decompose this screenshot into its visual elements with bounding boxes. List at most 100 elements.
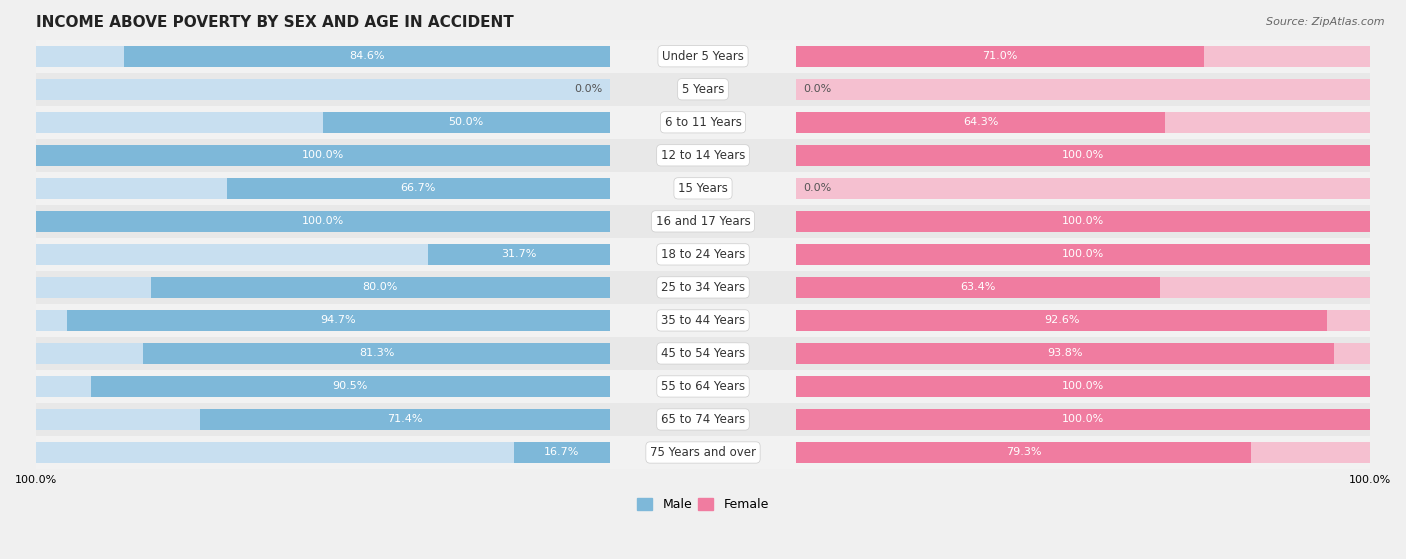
- Text: 100.0%: 100.0%: [1062, 249, 1104, 259]
- Bar: [796, 376, 1369, 397]
- Bar: [796, 310, 1327, 331]
- Text: 31.7%: 31.7%: [501, 249, 537, 259]
- Bar: [37, 436, 1369, 469]
- Text: 75 Years and over: 75 Years and over: [650, 446, 756, 459]
- Text: 5 Years: 5 Years: [682, 83, 724, 96]
- Bar: [37, 343, 610, 364]
- Bar: [796, 343, 1369, 364]
- Bar: [796, 277, 1369, 298]
- Bar: [796, 244, 1369, 265]
- Bar: [143, 343, 610, 364]
- Bar: [37, 370, 1369, 403]
- Text: 50.0%: 50.0%: [449, 117, 484, 127]
- Text: 18 to 24 Years: 18 to 24 Years: [661, 248, 745, 261]
- Bar: [37, 409, 610, 430]
- Text: 93.8%: 93.8%: [1047, 348, 1083, 358]
- Text: 71.0%: 71.0%: [983, 51, 1018, 61]
- Text: 100.0%: 100.0%: [1062, 150, 1104, 160]
- Bar: [796, 343, 1334, 364]
- Bar: [37, 376, 610, 397]
- Text: 65 to 74 Years: 65 to 74 Years: [661, 413, 745, 426]
- Bar: [37, 337, 1369, 370]
- Bar: [796, 442, 1251, 463]
- Text: 6 to 11 Years: 6 to 11 Years: [665, 116, 741, 129]
- Bar: [796, 45, 1369, 67]
- Text: 64.3%: 64.3%: [963, 117, 998, 127]
- Bar: [427, 244, 610, 265]
- Bar: [796, 310, 1369, 331]
- Bar: [796, 409, 1369, 430]
- Bar: [37, 244, 610, 265]
- Bar: [200, 409, 610, 430]
- Text: 15 Years: 15 Years: [678, 182, 728, 195]
- Text: 100.0%: 100.0%: [1062, 216, 1104, 226]
- Text: 100.0%: 100.0%: [302, 216, 344, 226]
- Text: 84.6%: 84.6%: [349, 51, 385, 61]
- Bar: [796, 409, 1369, 430]
- Legend: Male, Female: Male, Female: [633, 493, 773, 517]
- Text: 0.0%: 0.0%: [575, 84, 603, 94]
- Bar: [37, 145, 610, 166]
- Bar: [228, 178, 610, 199]
- Bar: [37, 139, 1369, 172]
- Bar: [796, 145, 1369, 166]
- Bar: [37, 403, 1369, 436]
- Bar: [37, 73, 1369, 106]
- Text: 100.0%: 100.0%: [1062, 414, 1104, 424]
- Bar: [37, 211, 610, 232]
- Bar: [37, 172, 1369, 205]
- Text: 100.0%: 100.0%: [1062, 381, 1104, 391]
- Bar: [37, 45, 610, 67]
- Bar: [513, 442, 610, 463]
- Bar: [796, 45, 1204, 67]
- Text: 79.3%: 79.3%: [1007, 448, 1042, 457]
- Text: 16.7%: 16.7%: [544, 448, 579, 457]
- Bar: [37, 106, 1369, 139]
- Text: 25 to 34 Years: 25 to 34 Years: [661, 281, 745, 294]
- Bar: [37, 112, 610, 133]
- Text: 35 to 44 Years: 35 to 44 Years: [661, 314, 745, 327]
- Bar: [37, 40, 1369, 73]
- Bar: [150, 277, 610, 298]
- Bar: [37, 238, 1369, 271]
- Bar: [37, 145, 610, 166]
- Bar: [796, 211, 1369, 232]
- Bar: [796, 145, 1369, 166]
- Bar: [796, 211, 1369, 232]
- Text: 0.0%: 0.0%: [803, 84, 831, 94]
- Text: 12 to 14 Years: 12 to 14 Years: [661, 149, 745, 162]
- Bar: [37, 211, 610, 232]
- Text: Source: ZipAtlas.com: Source: ZipAtlas.com: [1267, 17, 1385, 27]
- Bar: [37, 304, 1369, 337]
- Text: 0.0%: 0.0%: [803, 183, 831, 193]
- Text: 63.4%: 63.4%: [960, 282, 995, 292]
- Bar: [66, 310, 610, 331]
- Text: 94.7%: 94.7%: [321, 315, 356, 325]
- Bar: [796, 442, 1369, 463]
- Bar: [37, 442, 610, 463]
- Text: 71.4%: 71.4%: [387, 414, 423, 424]
- Bar: [37, 79, 610, 100]
- Text: 80.0%: 80.0%: [363, 282, 398, 292]
- Bar: [796, 376, 1369, 397]
- Bar: [323, 112, 610, 133]
- Bar: [90, 376, 610, 397]
- Bar: [796, 277, 1160, 298]
- Bar: [37, 178, 610, 199]
- Bar: [37, 277, 610, 298]
- Text: 81.3%: 81.3%: [359, 348, 394, 358]
- Bar: [37, 205, 1369, 238]
- Text: 92.6%: 92.6%: [1045, 315, 1080, 325]
- Text: INCOME ABOVE POVERTY BY SEX AND AGE IN ACCIDENT: INCOME ABOVE POVERTY BY SEX AND AGE IN A…: [37, 15, 513, 30]
- Bar: [37, 271, 1369, 304]
- Bar: [125, 45, 610, 67]
- Bar: [796, 178, 1369, 199]
- Bar: [796, 112, 1369, 133]
- Bar: [37, 310, 610, 331]
- Text: 100.0%: 100.0%: [302, 150, 344, 160]
- Text: 55 to 64 Years: 55 to 64 Years: [661, 380, 745, 393]
- Bar: [796, 79, 1369, 100]
- Text: 16 and 17 Years: 16 and 17 Years: [655, 215, 751, 228]
- Text: Under 5 Years: Under 5 Years: [662, 50, 744, 63]
- Text: 90.5%: 90.5%: [332, 381, 368, 391]
